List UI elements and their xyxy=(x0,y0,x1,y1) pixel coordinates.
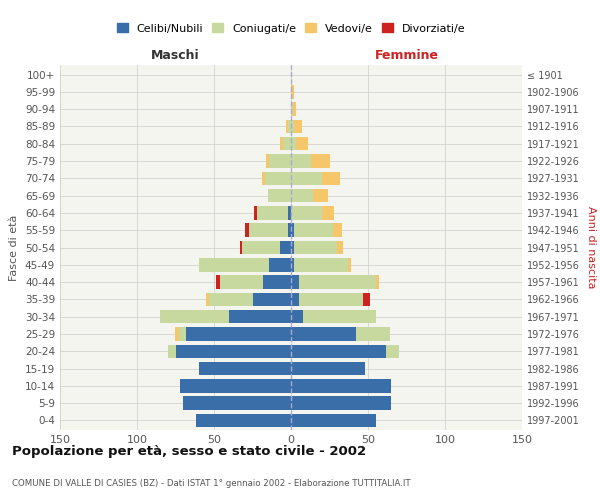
Bar xyxy=(180,379,291,392)
Bar xyxy=(337,241,343,254)
Bar xyxy=(291,241,294,254)
Bar xyxy=(291,414,376,427)
Bar xyxy=(356,327,389,340)
Bar xyxy=(291,292,299,306)
Bar xyxy=(220,276,263,289)
Bar xyxy=(266,154,269,168)
Bar xyxy=(291,137,296,150)
Bar xyxy=(199,258,269,272)
Bar xyxy=(322,206,334,220)
Bar xyxy=(299,292,364,306)
Text: Maschi: Maschi xyxy=(151,50,200,62)
Bar xyxy=(206,292,209,306)
Bar xyxy=(265,172,291,185)
Bar xyxy=(242,241,280,254)
Bar xyxy=(291,102,293,116)
Bar xyxy=(254,206,257,220)
Bar xyxy=(304,310,376,324)
Bar xyxy=(291,396,391,410)
Bar xyxy=(291,344,386,358)
Bar xyxy=(286,120,288,133)
Bar xyxy=(253,292,291,306)
Bar xyxy=(175,327,179,340)
Bar xyxy=(313,189,328,202)
Bar xyxy=(291,258,294,272)
Bar xyxy=(186,327,291,340)
Bar xyxy=(376,276,379,289)
Bar xyxy=(291,276,299,289)
Bar xyxy=(294,241,337,254)
Bar xyxy=(294,224,332,237)
Bar xyxy=(291,310,304,324)
Bar xyxy=(250,224,288,237)
Bar xyxy=(291,327,356,340)
Bar xyxy=(294,258,348,272)
Bar xyxy=(348,258,351,272)
Y-axis label: Fasce di età: Fasce di età xyxy=(10,214,19,280)
Bar xyxy=(215,276,220,289)
Bar xyxy=(229,310,291,324)
Bar xyxy=(299,276,376,289)
Bar xyxy=(296,137,308,150)
Bar xyxy=(240,241,242,254)
Bar xyxy=(179,327,186,340)
Bar xyxy=(291,154,311,168)
Bar xyxy=(269,258,291,272)
Y-axis label: Anni di nascita: Anni di nascita xyxy=(586,206,596,289)
Bar xyxy=(364,292,370,306)
Bar xyxy=(293,102,296,116)
Bar xyxy=(263,276,291,289)
Bar xyxy=(288,224,291,237)
Bar xyxy=(168,344,176,358)
Bar xyxy=(291,224,294,237)
Legend: Celibi/Nubili, Coniugati/e, Vedovi/e, Divorziati/e: Celibi/Nubili, Coniugati/e, Vedovi/e, Di… xyxy=(116,23,466,34)
Bar xyxy=(160,310,229,324)
Bar xyxy=(196,414,291,427)
Bar xyxy=(291,120,294,133)
Bar xyxy=(262,172,265,185)
Bar xyxy=(291,189,313,202)
Bar xyxy=(311,154,329,168)
Bar xyxy=(245,224,250,237)
Bar xyxy=(280,137,283,150)
Bar xyxy=(288,120,291,133)
Bar xyxy=(176,344,291,358)
Bar xyxy=(183,396,291,410)
Bar xyxy=(322,172,340,185)
Bar xyxy=(283,137,291,150)
Bar xyxy=(257,206,288,220)
Bar xyxy=(294,120,302,133)
Bar xyxy=(291,206,322,220)
Bar xyxy=(209,292,253,306)
Bar xyxy=(291,172,322,185)
Bar xyxy=(291,379,391,392)
Bar xyxy=(291,362,365,376)
Bar xyxy=(280,241,291,254)
Bar xyxy=(288,206,291,220)
Bar xyxy=(199,362,291,376)
Bar xyxy=(386,344,399,358)
Text: Popolazione per età, sesso e stato civile - 2002: Popolazione per età, sesso e stato civil… xyxy=(12,444,366,458)
Bar xyxy=(269,154,291,168)
Bar xyxy=(268,189,291,202)
Text: Femmine: Femmine xyxy=(374,50,439,62)
Text: COMUNE DI VALLE DI CASIES (BZ) - Dati ISTAT 1° gennaio 2002 - Elaborazione TUTTI: COMUNE DI VALLE DI CASIES (BZ) - Dati IS… xyxy=(12,478,410,488)
Bar xyxy=(332,224,342,237)
Bar xyxy=(291,85,294,98)
